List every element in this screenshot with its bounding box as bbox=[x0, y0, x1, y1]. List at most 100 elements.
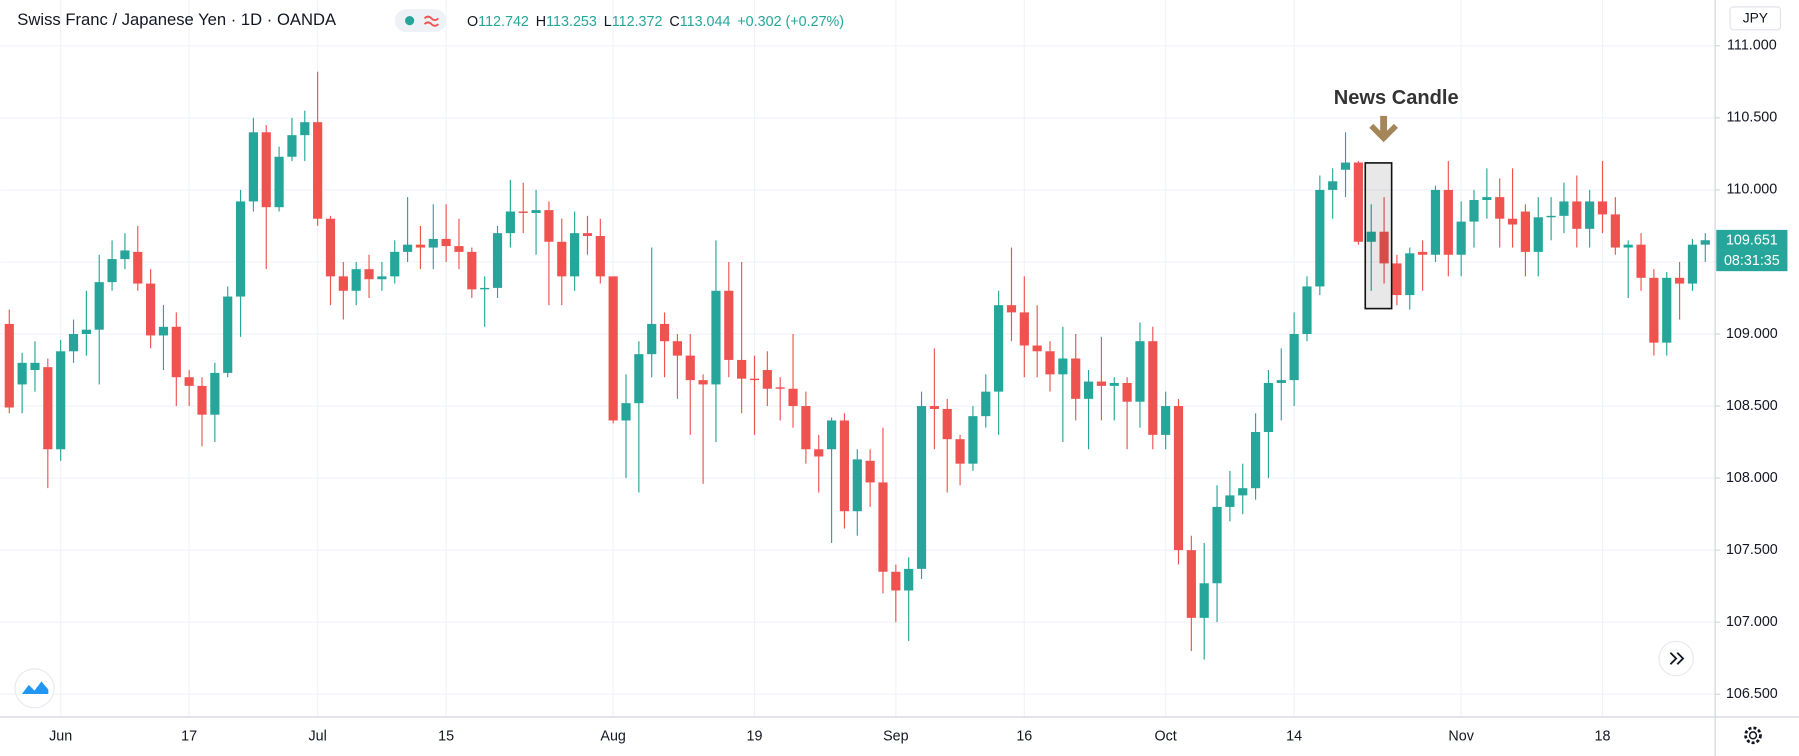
x-tick-label: Oct bbox=[1155, 728, 1177, 744]
candle-body bbox=[839, 420, 850, 512]
ohlc-value: 113.253 bbox=[546, 14, 597, 30]
candle-body bbox=[390, 251, 400, 277]
ohlc-key: O bbox=[467, 14, 478, 30]
candle-body bbox=[852, 459, 862, 512]
candle-body bbox=[891, 571, 901, 591]
candle-body bbox=[454, 246, 464, 252]
candle-body bbox=[1212, 506, 1222, 584]
candle-body bbox=[274, 156, 284, 208]
ohlc-value: 112.372 bbox=[612, 14, 663, 30]
symbol-title: Swiss Franc / Japanese Yen · 1D · OANDA bbox=[17, 10, 337, 29]
candle-body bbox=[1148, 341, 1158, 435]
currency-label: JPY bbox=[1743, 11, 1768, 26]
settings-button[interactable] bbox=[1744, 726, 1762, 745]
currency-box[interactable] bbox=[1729, 6, 1782, 31]
candle-body bbox=[1315, 189, 1325, 287]
last-price-tag bbox=[1716, 229, 1788, 251]
candle-body bbox=[1482, 197, 1492, 200]
candle-body bbox=[492, 233, 503, 288]
candle-body bbox=[659, 323, 670, 342]
scroll-icon bbox=[1669, 652, 1685, 665]
candle-body bbox=[402, 244, 413, 252]
candle-body bbox=[30, 362, 40, 371]
candle-body bbox=[955, 439, 965, 464]
ohlc-key: C bbox=[669, 14, 679, 30]
candle-body bbox=[1456, 221, 1466, 255]
y-tick-label: 107.500 bbox=[1726, 542, 1778, 558]
annotation-arrow bbox=[1369, 115, 1398, 143]
candle-body bbox=[1533, 217, 1543, 252]
pill-bg bbox=[394, 9, 447, 33]
x-tick-label: 18 bbox=[1595, 728, 1611, 744]
candle-body bbox=[1379, 231, 1389, 264]
candle-body bbox=[531, 210, 541, 213]
candle-body bbox=[1495, 197, 1505, 219]
candle-body bbox=[1572, 201, 1582, 229]
candle-body bbox=[1649, 277, 1659, 343]
candle-body bbox=[1418, 251, 1428, 255]
candle-body bbox=[81, 329, 91, 335]
candle-body bbox=[1032, 345, 1042, 352]
status-pill[interactable] bbox=[394, 9, 447, 33]
candle-body bbox=[1328, 181, 1338, 190]
candle-body bbox=[235, 201, 246, 297]
candle-body bbox=[1173, 406, 1184, 551]
candle-body bbox=[261, 132, 271, 208]
candle-body bbox=[68, 334, 79, 352]
x-tick-label: 14 bbox=[1286, 728, 1302, 744]
x-tick-label: 17 bbox=[181, 728, 197, 744]
candle-body bbox=[968, 416, 978, 464]
candle-body bbox=[634, 354, 644, 404]
candle-body bbox=[171, 326, 181, 378]
last-price-label: 109.651 bbox=[1726, 233, 1778, 249]
candle-body bbox=[56, 351, 66, 450]
candle-body bbox=[1469, 199, 1479, 222]
candle-body bbox=[1276, 380, 1286, 383]
candle-body bbox=[711, 290, 721, 385]
annotation-box bbox=[1364, 162, 1393, 310]
candle-body bbox=[1302, 286, 1312, 335]
candle-body bbox=[775, 387, 785, 389]
candle-body bbox=[210, 372, 220, 415]
candle-body bbox=[300, 122, 310, 136]
candle-body bbox=[1019, 312, 1029, 346]
candle-body bbox=[762, 370, 772, 389]
candle-body bbox=[981, 391, 991, 417]
annotation-text: News Candle bbox=[1334, 87, 1459, 109]
candle-body bbox=[415, 244, 426, 248]
candle-body bbox=[107, 259, 117, 283]
candle-body bbox=[1366, 231, 1376, 242]
x-tick-label: 19 bbox=[747, 728, 763, 744]
candle-body bbox=[749, 378, 760, 381]
ohlc-value: 113.044 bbox=[680, 14, 731, 30]
candle-body bbox=[43, 367, 53, 450]
y-tick-label: 106.500 bbox=[1726, 686, 1778, 702]
candle-body bbox=[4, 323, 14, 408]
countdown-label: 08:31:35 bbox=[1724, 253, 1780, 269]
candle-body bbox=[17, 362, 27, 385]
candle-body bbox=[146, 283, 156, 336]
y-tick-label: 108.000 bbox=[1726, 470, 1778, 486]
candles bbox=[4, 71, 1710, 660]
candle-body bbox=[544, 210, 554, 242]
candle-body bbox=[1289, 334, 1299, 381]
candle-body bbox=[582, 233, 593, 237]
candle-body bbox=[184, 377, 194, 386]
candle-body bbox=[325, 218, 336, 277]
candle-body bbox=[788, 388, 798, 407]
candle-body bbox=[364, 269, 374, 280]
candle-body bbox=[1006, 305, 1017, 313]
candle-body bbox=[1546, 215, 1556, 218]
candle-body bbox=[904, 568, 914, 591]
candle-body bbox=[313, 122, 323, 219]
logo-button[interactable] bbox=[14, 668, 55, 709]
candle-body bbox=[814, 449, 824, 457]
candle-body bbox=[1109, 382, 1119, 386]
candle-body bbox=[724, 290, 734, 360]
candle-body bbox=[1122, 382, 1132, 402]
candle-body bbox=[1392, 263, 1402, 296]
candle-body bbox=[672, 341, 682, 356]
